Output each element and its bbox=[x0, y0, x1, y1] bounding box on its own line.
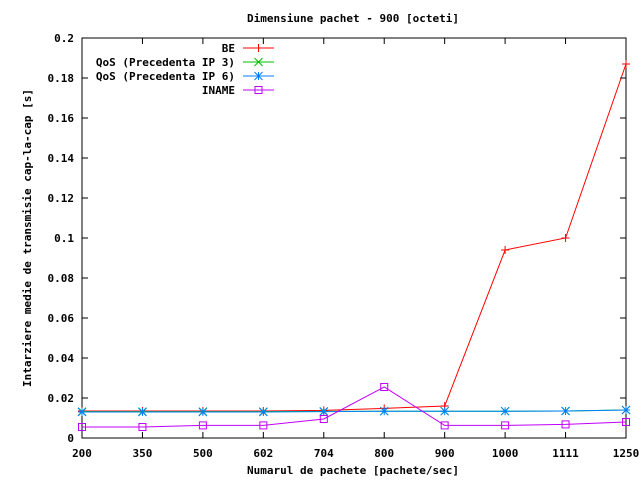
legend-label: BE bbox=[222, 42, 235, 55]
data-point bbox=[138, 407, 147, 417]
legend-marker bbox=[254, 57, 263, 67]
data-point bbox=[380, 383, 389, 391]
y-tick-label: 0.06 bbox=[48, 312, 75, 325]
y-tick-label: 0.2 bbox=[54, 32, 74, 45]
series-line bbox=[82, 409, 627, 413]
x-tick-label: 500 bbox=[193, 447, 213, 460]
data-point bbox=[561, 406, 570, 416]
data-point bbox=[621, 405, 631, 415]
y-tick-label: 0.18 bbox=[48, 72, 75, 85]
y-tick-label: 0 bbox=[67, 432, 74, 445]
data-point bbox=[501, 246, 510, 254]
data-point bbox=[440, 421, 449, 430]
data-point bbox=[440, 406, 450, 416]
legend-label: QoS (Precedenta IP 3) bbox=[96, 56, 235, 69]
data-point bbox=[258, 407, 268, 417]
chart-title: Dimensiune pachet - 900 [octeti] bbox=[247, 12, 459, 25]
legend-item: INAME bbox=[202, 84, 274, 97]
data-point bbox=[500, 406, 510, 416]
x-tick-label: 350 bbox=[133, 447, 153, 460]
data-point bbox=[77, 407, 87, 417]
x-tick-label: 1000 bbox=[492, 447, 519, 460]
x-tick-label: 704 bbox=[314, 447, 334, 460]
y-tick-label: 0.08 bbox=[48, 272, 75, 285]
series-1 bbox=[78, 60, 630, 415]
data-point bbox=[138, 423, 147, 431]
data-point bbox=[259, 421, 268, 430]
x-tick-label: 900 bbox=[435, 447, 455, 460]
data-point bbox=[379, 406, 389, 416]
data-point bbox=[319, 407, 329, 416]
legend-item: QoS (Precedenta IP 6) bbox=[96, 70, 274, 83]
legend-label: QoS (Precedenta IP 6) bbox=[96, 70, 235, 83]
x-tick-label: 602 bbox=[253, 447, 273, 460]
legend-marker bbox=[254, 44, 263, 52]
data-point bbox=[501, 421, 510, 430]
data-point bbox=[622, 418, 630, 426]
data-point bbox=[561, 234, 570, 242]
data-point bbox=[198, 421, 207, 430]
x-tick-label: 1250 bbox=[613, 447, 640, 460]
x-tick-label: 200 bbox=[72, 447, 92, 460]
y-tick-label: 0.16 bbox=[48, 112, 75, 125]
y-tick-label: 0.12 bbox=[48, 192, 75, 205]
y-tick-label: 0.1 bbox=[54, 232, 74, 245]
legend-marker bbox=[254, 86, 263, 94]
y-tick-label: 0.14 bbox=[48, 152, 75, 165]
series-3 bbox=[77, 405, 631, 417]
y-tick-label: 0.02 bbox=[48, 392, 75, 405]
x-tick-label: 1111 bbox=[552, 447, 579, 460]
data-point bbox=[198, 407, 208, 417]
data-point bbox=[319, 415, 328, 423]
data-point bbox=[561, 420, 570, 429]
y-axis-label: Intarziere medie de transmisie cap-la-ca… bbox=[21, 89, 34, 387]
data-point bbox=[78, 423, 86, 431]
series-layer bbox=[77, 60, 631, 431]
series-4 bbox=[78, 383, 630, 431]
series-line bbox=[82, 386, 627, 428]
series-line bbox=[82, 63, 627, 412]
y-tick-label: 0.04 bbox=[48, 352, 75, 365]
legend-item: BE bbox=[222, 42, 274, 55]
axis-ticks: 0 0.02 0.04 0.06 0.08 0.1 0.12 0.14 0.16 0.18 0.2 2… bbox=[48, 32, 640, 460]
plot-frame bbox=[81, 37, 627, 439]
x-axis-label: Numarul de pachete [pachete/sec] bbox=[247, 464, 459, 477]
legend-marker bbox=[254, 71, 263, 81]
x-tick-label: 800 bbox=[374, 447, 394, 460]
legend-label: INAME bbox=[202, 84, 235, 97]
data-point bbox=[622, 60, 630, 68]
legend-item: QoS (Precedenta IP 3) bbox=[96, 56, 274, 69]
